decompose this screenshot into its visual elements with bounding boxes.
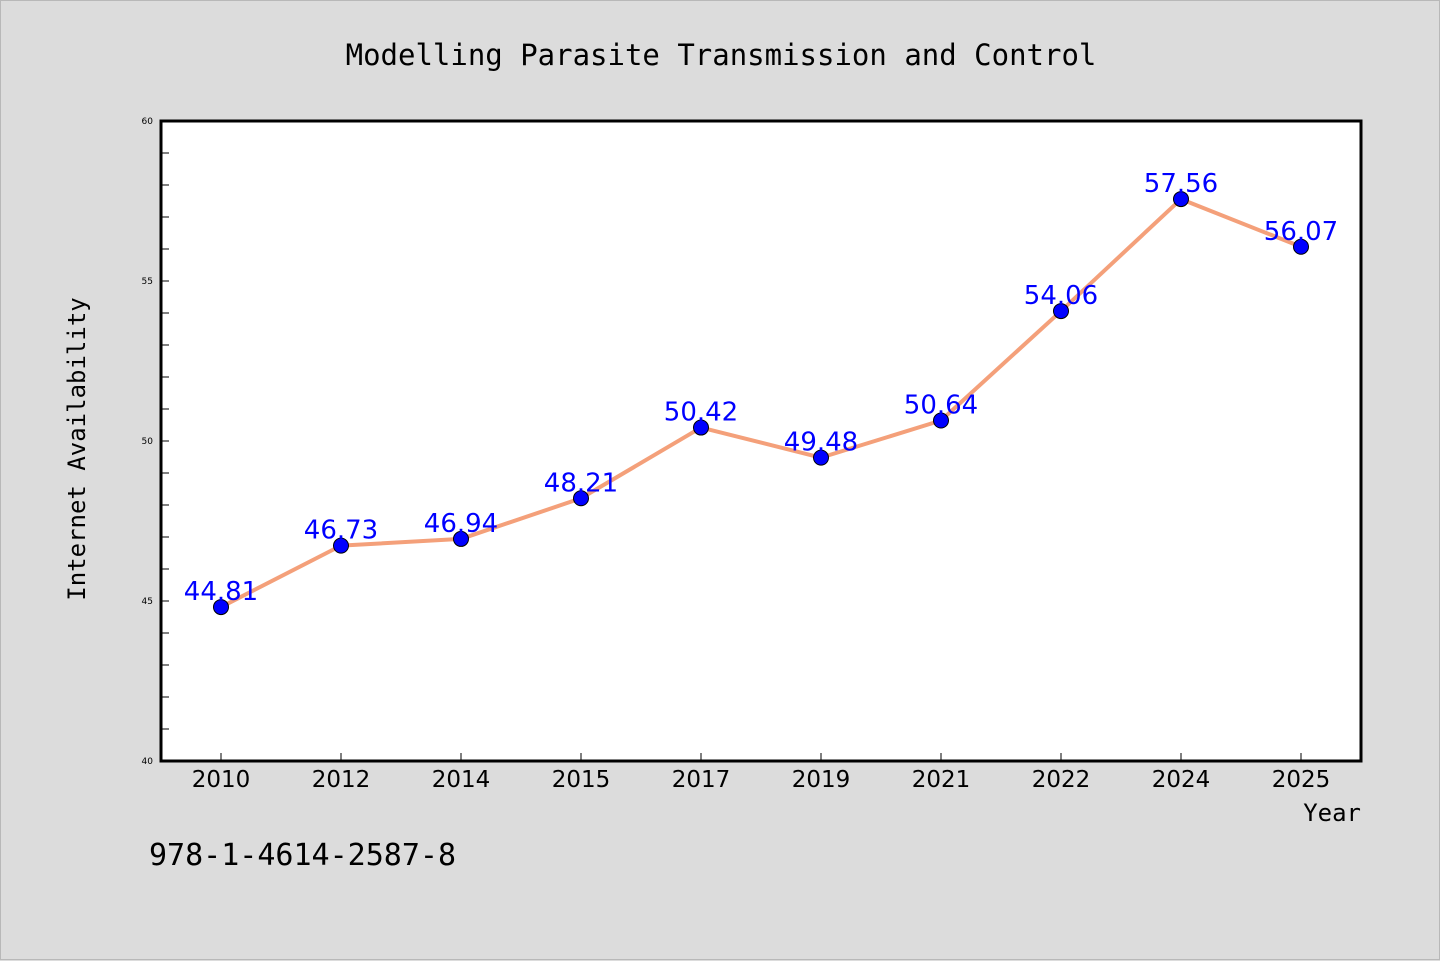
data-label: 54.06 bbox=[1024, 281, 1098, 311]
y-tick-label: 60 bbox=[142, 117, 154, 127]
y-tick-label: 50 bbox=[142, 437, 154, 447]
x-axis: 2010 2012 2014 2015 2017 2019 2021 2022 2024 2025 bbox=[192, 753, 1331, 793]
x-tick-label: 2019 bbox=[792, 767, 851, 793]
data-point bbox=[213, 599, 229, 616]
series-line bbox=[220, 197, 1302, 609]
data-point bbox=[693, 419, 709, 436]
x-tick-label: 2014 bbox=[432, 767, 491, 793]
x-tick-label: 2010 bbox=[192, 767, 251, 793]
data-point bbox=[1293, 238, 1309, 255]
data-point bbox=[1053, 303, 1069, 320]
data-label: 50.42 bbox=[664, 398, 738, 428]
x-tick-label: 2024 bbox=[1152, 767, 1211, 793]
data-label: 48.21 bbox=[544, 468, 618, 498]
data-point bbox=[1173, 191, 1189, 208]
data-point bbox=[453, 530, 469, 547]
chart-title: Modelling Parasite Transmission and Cont… bbox=[346, 38, 1097, 72]
data-label: 56.07 bbox=[1264, 217, 1338, 247]
data-label: 57.56 bbox=[1144, 169, 1218, 199]
x-tick-label: 2015 bbox=[552, 767, 611, 793]
y-tick-label: 45 bbox=[142, 597, 153, 607]
data-label: 46.73 bbox=[304, 516, 378, 546]
data-label: 46.94 bbox=[424, 509, 498, 539]
data-label: 50.64 bbox=[904, 391, 978, 421]
data-label: 49.48 bbox=[784, 428, 858, 458]
series-line-group: 44.81 46.73 46.94 48.21 50.42 49.48 50.64 54.06… bbox=[184, 169, 1338, 616]
y-axis-label: Internet Availability bbox=[63, 297, 91, 600]
x-tick-label: 2017 bbox=[672, 767, 731, 793]
data-point bbox=[933, 412, 949, 429]
y-axis: 40 45 50 55 60 bbox=[142, 117, 169, 767]
x-tick-label: 2021 bbox=[912, 767, 971, 793]
x-tick-label: 2012 bbox=[312, 767, 371, 793]
data-point bbox=[813, 449, 829, 466]
data-point bbox=[573, 490, 589, 507]
data-point bbox=[333, 537, 349, 554]
x-axis-label: Year bbox=[1303, 799, 1361, 827]
x-tick-label: 2022 bbox=[1032, 767, 1091, 793]
y-tick-label: 55 bbox=[142, 277, 153, 287]
isbn-annotation: 978-1-4614-2587-8 bbox=[149, 838, 456, 873]
data-label: 44.81 bbox=[184, 577, 258, 607]
y-tick-label: 40 bbox=[142, 757, 154, 767]
x-tick-label: 2025 bbox=[1272, 767, 1331, 793]
